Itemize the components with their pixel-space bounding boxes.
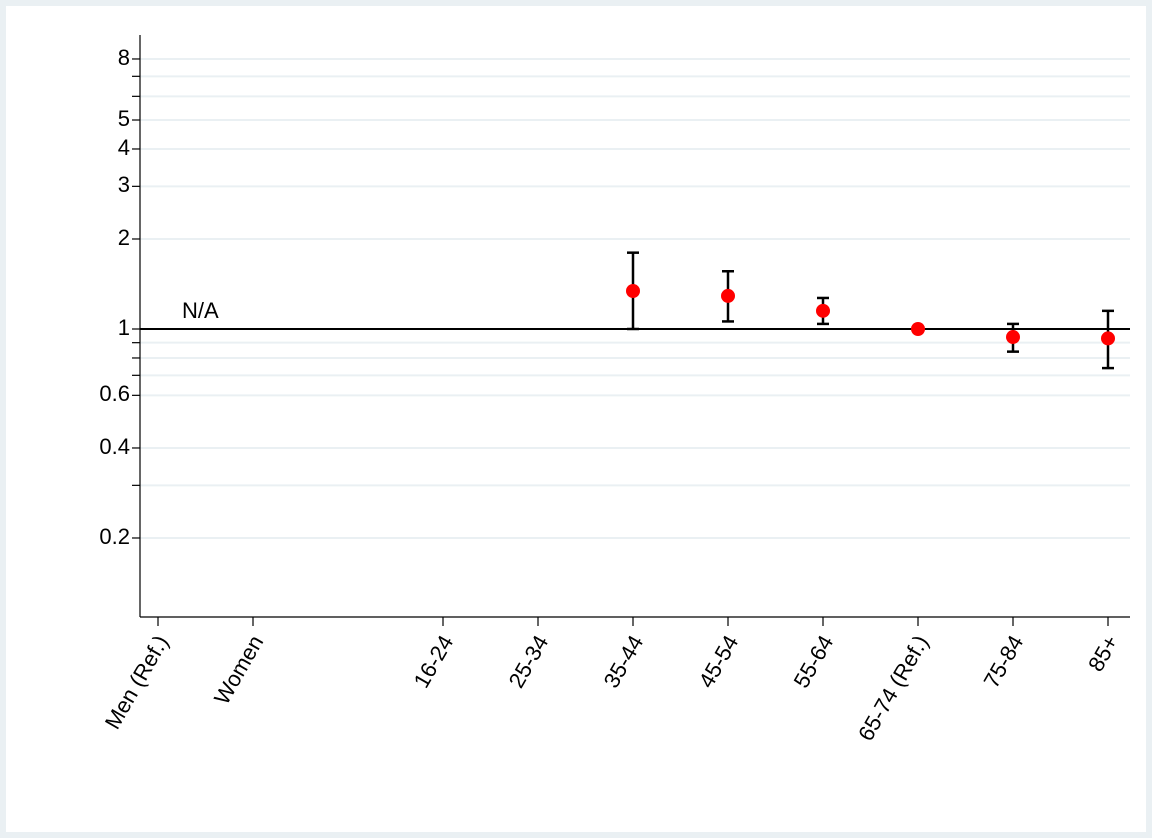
y-tick-label: 1 — [118, 315, 130, 340]
y-tick-label: 4 — [118, 135, 130, 160]
point — [816, 303, 830, 318]
y-tick-label: 3 — [118, 172, 130, 197]
point — [911, 322, 925, 336]
point — [721, 288, 735, 303]
y-tick-label: 0.4 — [99, 434, 130, 459]
graph-region — [6, 6, 1146, 832]
y-tick-label: 0.2 — [99, 524, 130, 549]
y-tick-label: 2 — [118, 225, 130, 250]
point — [1101, 331, 1115, 346]
y-tick-label: 8 — [118, 45, 130, 70]
point — [1006, 330, 1020, 345]
annotation: N/A — [182, 298, 219, 323]
y-tick-label: 0.6 — [99, 381, 130, 406]
point — [626, 283, 640, 298]
y-tick-label: 5 — [118, 106, 130, 131]
